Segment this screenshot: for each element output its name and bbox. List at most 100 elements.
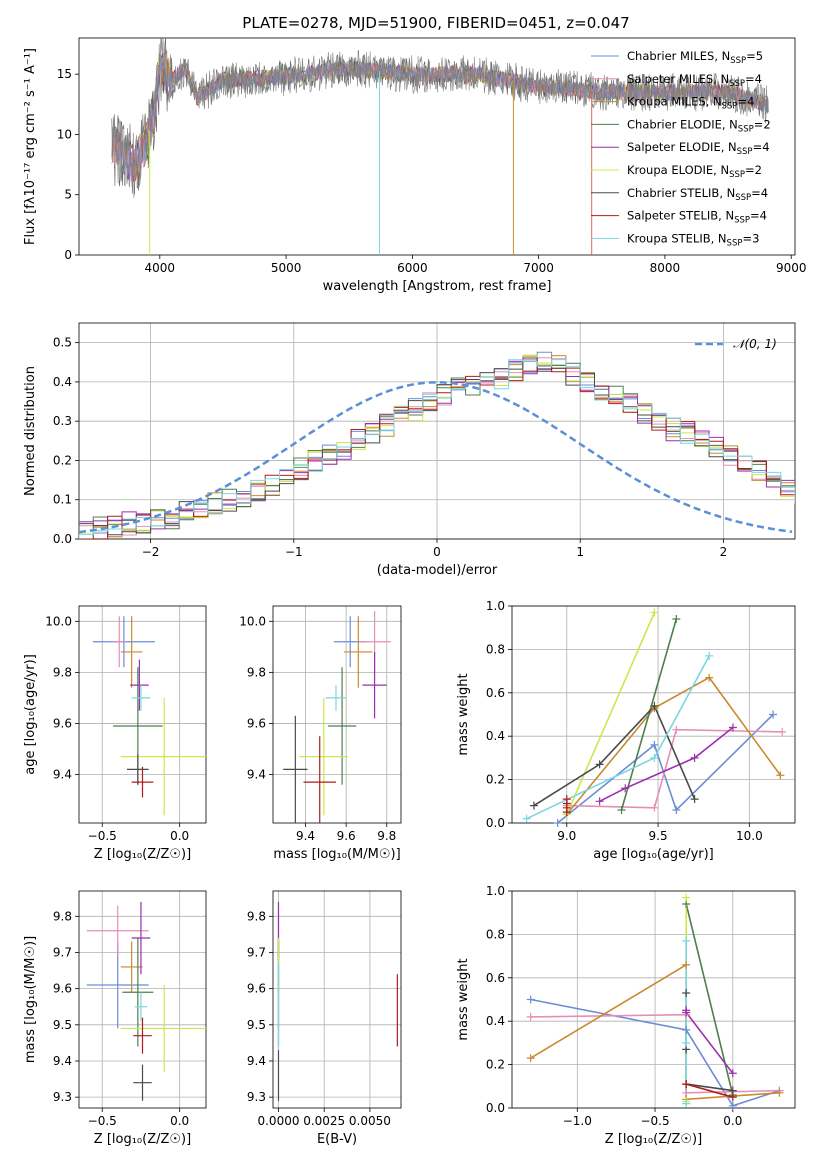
y-tick-label: 1.0 <box>486 599 505 613</box>
plot-area <box>79 351 795 539</box>
x-tick-label: 0.0025 <box>303 1114 345 1128</box>
mass-weight-marker <box>682 1038 691 1047</box>
x-tick-label: 0.0050 <box>349 1114 391 1128</box>
plot-area <box>283 611 391 823</box>
residuals-panel: −2 −1 0 1 2 0.0 0.1 0.2 0.3 0.4 0.5 (data-model)/er… <box>23 322 796 578</box>
y-tick-label: 9.4 <box>247 1054 266 1068</box>
x-tick-label: 8000 <box>650 261 681 275</box>
y-tick-label: 0.3 <box>53 414 72 428</box>
mass-weight-marker <box>595 797 604 806</box>
y-tick-label: 0.8 <box>486 642 505 656</box>
y-tick-label: 9.4 <box>53 1054 72 1068</box>
mass-weight-marker <box>650 740 659 749</box>
x-tick-label: 9.4 <box>296 829 315 843</box>
y-tick-label: 0.2 <box>53 453 72 467</box>
mass-weight-marker <box>672 805 681 814</box>
y-tick-label: 1.0 <box>486 884 505 898</box>
mass-weight-marker <box>595 760 604 769</box>
legend-entry: Salpeter STELIB, NSSP=4 <box>627 209 767 226</box>
mass-weight-marker <box>705 651 714 660</box>
y-axis-label: mass weight <box>456 958 471 1040</box>
mass-weight-marker <box>529 801 538 810</box>
y-tick-label: 9.4 <box>247 767 266 781</box>
mass-weight-marker <box>526 995 535 1004</box>
mass-weight-marker <box>682 1080 691 1089</box>
axes-frame <box>272 890 402 1109</box>
legend-entry: Salpeter ELODIE, NSSP=4 <box>627 140 770 157</box>
mass-weight-marker <box>776 771 785 780</box>
x-tick-label: 9.8 <box>377 829 396 843</box>
histogram-step <box>79 359 795 539</box>
x-tick-label: 1 <box>576 545 584 559</box>
mass-weight-marker <box>682 1025 691 1034</box>
plot-area <box>86 901 206 1101</box>
plot-area <box>526 612 783 823</box>
mass-weight-marker <box>682 1099 691 1108</box>
legend-entry: Salpeter MILES, NSSP=4 <box>627 72 762 89</box>
y-tick-label: 9.8 <box>247 665 266 679</box>
x-tick-label: 6000 <box>397 261 428 275</box>
axes-frame <box>78 37 796 256</box>
mass-weight-marker <box>682 960 691 969</box>
mass-weight-marker <box>672 615 681 624</box>
x-tick-label: −1.0 <box>563 1114 592 1128</box>
figure-title: PLATE=0278, MJD=51900, FIBERID=0451, z=0… <box>242 14 629 32</box>
mass-weight-line <box>599 726 734 803</box>
y-tick-label: 9.3 <box>247 1090 266 1104</box>
mass-weight-marker <box>682 988 691 997</box>
y-tick-label: 0.8 <box>486 927 505 941</box>
mass-weight-marker <box>728 1101 737 1110</box>
y-tick-label: 15 <box>57 67 72 81</box>
y-tick-label: 0.4 <box>486 1014 505 1028</box>
axes-frame <box>272 605 402 824</box>
y-tick-label: 9.6 <box>53 716 72 730</box>
x-axis-label: Z [log₁₀(Z/Z☉)] <box>94 847 191 862</box>
mass-weight-marker <box>682 936 691 945</box>
mass-weight-marker <box>728 1069 737 1078</box>
mass-weight-marker <box>650 803 659 812</box>
plot-area <box>111 38 769 255</box>
mass-weight-marker <box>650 753 659 762</box>
mass-weight-marker <box>682 893 691 902</box>
mass-weight-line <box>533 704 696 807</box>
y-tick-label: 0.5 <box>53 336 72 350</box>
normal-reference-curve <box>79 381 793 534</box>
mass-weight-marker <box>621 784 630 793</box>
y-tick-label: 0 <box>64 248 72 262</box>
y-tick-label: 10.0 <box>45 614 72 628</box>
x-tick-label: 9.6 <box>337 829 356 843</box>
mass-weight-marker <box>690 753 699 762</box>
y-tick-label: 0.4 <box>53 375 72 389</box>
y-tick-label: 9.8 <box>53 909 72 923</box>
x-tick-label: 4000 <box>145 261 176 275</box>
y-axis-label: age [log₁₀(age/yr)] <box>23 654 38 775</box>
y-tick-label: 10 <box>57 127 72 141</box>
y-tick-label: 5 <box>64 188 72 202</box>
axes-frame <box>78 890 207 1109</box>
mass-weight-marker <box>617 805 626 814</box>
legend-entry: Chabrier STELIB, NSSP=4 <box>627 186 768 203</box>
legend-entry: Kroupa MILES, NSSP=4 <box>627 95 754 112</box>
x-tick-label: 0 <box>433 545 441 559</box>
x-tick-label: 0.0000 <box>257 1114 299 1128</box>
plot-area <box>277 901 398 1101</box>
legend-entry: Chabrier MILES, NSSP=5 <box>627 49 763 66</box>
y-axis-label: mass [log₁₀(M/M☉)] <box>23 936 38 1063</box>
y-tick-label: 9.5 <box>247 1018 266 1032</box>
x-tick-label: 2 <box>720 545 728 559</box>
mass-weight-marker <box>728 1093 737 1102</box>
x-axis-label: Z [log₁₀(Z/Z☉)] <box>94 1132 191 1147</box>
axes-frame <box>511 890 796 1109</box>
y-axis-label: Normed distribution <box>23 366 38 496</box>
mass-weight-marker <box>705 673 714 682</box>
legend-entry: 𝒩(0, 1) <box>733 337 777 351</box>
y-tick-label: 9.3 <box>53 1090 72 1104</box>
mass-weight-marker <box>769 710 778 719</box>
y-tick-label: 0.0 <box>53 532 72 546</box>
mass-weight-marker <box>526 1054 535 1063</box>
x-tick-label: 10.0 <box>736 829 763 843</box>
y-tick-label: 9.7 <box>53 945 72 959</box>
y-tick-label: 0.0 <box>486 1101 505 1115</box>
mass-weight-marker <box>526 1012 535 1021</box>
axes-frame <box>78 605 207 824</box>
